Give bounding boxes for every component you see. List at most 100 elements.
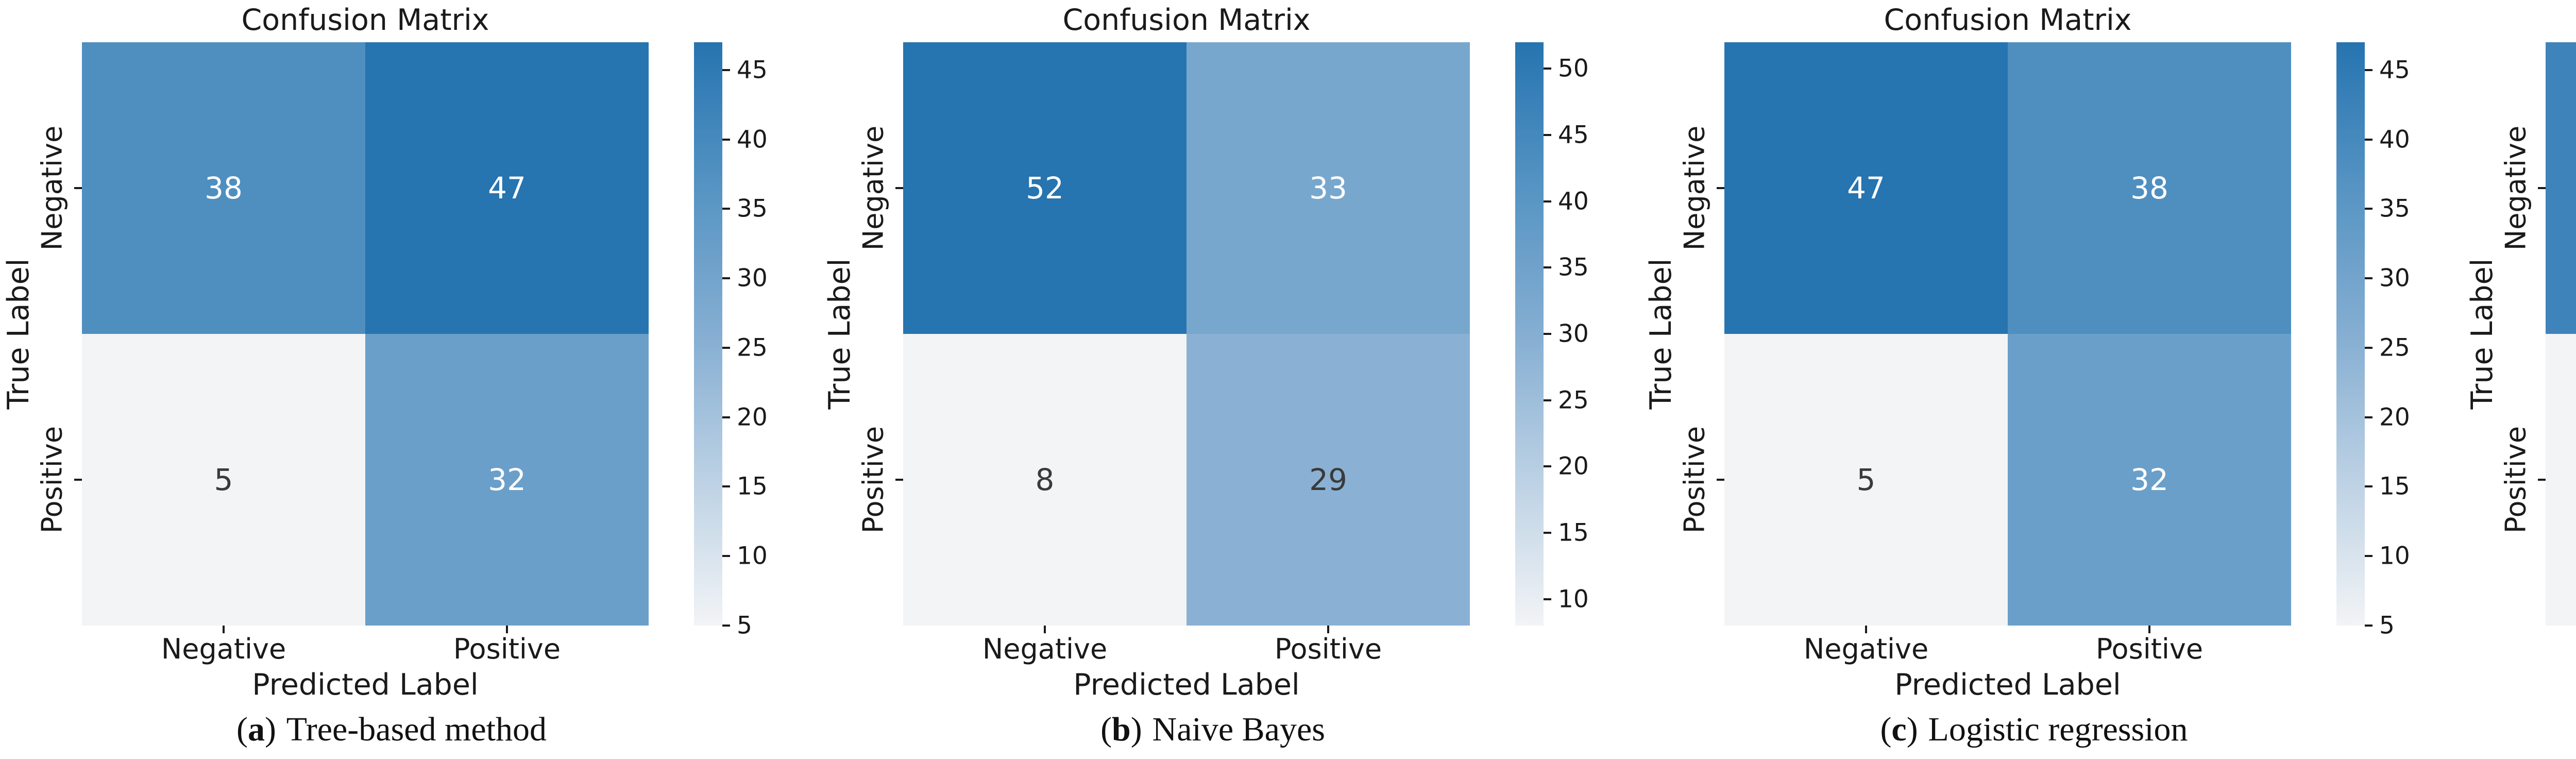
colorbar-tick-label: 50	[1558, 54, 1589, 83]
matrix-cell-r0c1: 33	[1187, 42, 1470, 334]
colorbar	[1515, 42, 1544, 626]
colorbar-tick-label: 20	[2379, 403, 2410, 432]
caption-paren-close: )	[1130, 711, 1142, 748]
y-axis-label: True Label	[823, 258, 857, 410]
colorbar-tick-label: 25	[2379, 333, 2410, 362]
colorbar-tick-label: 30	[737, 264, 768, 293]
caption-text: Logistic regression	[1928, 711, 2188, 748]
colorbar-tick-mark	[2365, 416, 2372, 418]
chart-title: Confusion Matrix	[1884, 3, 2132, 37]
matrix-cell-r0c0: 47	[1724, 42, 2008, 334]
colorbar-tick-mark	[722, 69, 730, 71]
caption: (d)Voting classifier	[2495, 710, 2576, 749]
colorbar-tick-label: 35	[2379, 194, 2410, 223]
matrix-cell-r0c1: 38	[2008, 42, 2291, 334]
matrix-cell-r1c1: 32	[365, 334, 649, 626]
caption: (b) Naive Bayes	[852, 710, 1573, 749]
colorbar-tick-mark	[2365, 208, 2372, 210]
y-tick-mark	[1717, 187, 1724, 189]
matrix-cell-r0c1: 47	[365, 42, 649, 334]
caption-paren-open: (	[1100, 711, 1112, 748]
x-tick-label-positive: Positive	[1274, 633, 1382, 665]
x-tick-mark	[223, 626, 225, 633]
x-tick-label-negative: Negative	[982, 633, 1108, 665]
heatmap-matrix: 52 33 8 29	[903, 42, 1470, 626]
x-axis-label: Predicted Label	[2546, 668, 2576, 702]
cell-value: 33	[1309, 171, 1347, 206]
cell-value: 8	[1035, 462, 1055, 497]
colorbar-tick-label: 40	[1558, 187, 1589, 216]
colorbar-tick-label: 5	[2379, 611, 2395, 640]
colorbar-tick-mark	[722, 416, 730, 418]
colorbar-tick-label: 25	[1558, 386, 1589, 415]
x-tick-mark	[1044, 626, 1046, 633]
colorbar-tick-label: 10	[2379, 542, 2410, 570]
x-tick-label-negative: Negative	[161, 633, 286, 665]
matrix-cell-r1c0: 5	[82, 334, 365, 626]
caption-paren-open: (	[236, 711, 248, 748]
colorbar-tick-mark	[1544, 399, 1551, 401]
matrix-cell-r1c0: 8	[903, 334, 1187, 626]
caption-paren-open: (	[1880, 711, 1892, 748]
y-tick-label-negative: Negative	[36, 125, 69, 251]
colorbar-tick-label: 20	[737, 403, 768, 432]
heatmap-matrix: 38 47 5 32	[82, 42, 649, 626]
matrix-cell-r0c0: 40	[2546, 42, 2576, 334]
colorbar-tick-label: 30	[1558, 319, 1589, 348]
y-tick-mark	[895, 479, 903, 481]
matrix-cell-r0c0: 38	[82, 42, 365, 334]
colorbar-tick-mark	[1544, 598, 1551, 600]
colorbar-tick-mark	[2365, 485, 2372, 488]
colorbar-tick-label: 10	[737, 542, 768, 570]
x-tick-label-negative: Negative	[1803, 633, 1929, 665]
cell-value: 29	[1309, 462, 1347, 497]
y-tick-label-positive: Positive	[2499, 426, 2532, 534]
caption-text: Naive Bayes	[1152, 711, 1325, 748]
y-tick-label-positive: Positive	[1678, 426, 1711, 534]
x-tick-mark	[1865, 626, 1867, 633]
cell-value: 5	[1856, 462, 1876, 497]
caption-letter: a	[247, 711, 265, 748]
y-tick-label-negative: Negative	[857, 125, 890, 251]
cell-value: 38	[2130, 171, 2168, 206]
y-tick-mark	[2538, 187, 2546, 189]
x-tick-mark	[1327, 626, 1329, 633]
y-tick-label-positive: Positive	[36, 426, 69, 534]
y-axis-label: True Label	[1644, 258, 1678, 410]
colorbar-tick-label: 30	[2379, 264, 2410, 293]
cell-value: 47	[1847, 171, 1885, 206]
cell-value: 47	[488, 171, 526, 206]
colorbar-tick-label: 25	[737, 333, 768, 362]
colorbar-tick-mark	[1544, 333, 1551, 335]
colorbar-tick-label: 15	[2379, 472, 2410, 501]
caption-letter: b	[1112, 711, 1131, 748]
colorbar-tick-label: 15	[1558, 518, 1589, 547]
colorbar-tick-label: 40	[737, 125, 768, 154]
y-tick-label-negative: Negative	[2499, 125, 2532, 251]
x-axis-label: Predicted Label	[1894, 668, 2121, 702]
colorbar-tick-label: 15	[737, 472, 768, 501]
cell-value: 32	[2130, 462, 2168, 497]
chart-title: Confusion Matrix	[241, 3, 489, 37]
colorbar-tick-mark	[722, 138, 730, 141]
caption-paren-close: )	[1906, 711, 1918, 748]
colorbar-tick-mark	[722, 277, 730, 280]
colorbar-tick-mark	[722, 555, 730, 558]
colorbar-tick-mark	[1544, 68, 1551, 70]
matrix-cell-r1c1: 32	[2008, 334, 2291, 626]
colorbar-tick-mark	[2365, 555, 2372, 558]
x-tick-label-positive: Positive	[453, 633, 561, 665]
caption: (c) Logistic regression	[1673, 710, 2395, 749]
colorbar-tick-mark	[2365, 69, 2372, 71]
y-tick-mark	[74, 479, 82, 481]
colorbar-tick-mark	[722, 485, 730, 488]
colorbar-tick-mark	[722, 346, 730, 349]
colorbar-tick-mark	[722, 208, 730, 210]
colorbar-tick-label: 45	[1558, 121, 1589, 149]
panel-c: Confusion Matrix True Label Negative Positi…	[1642, 0, 2464, 759]
colorbar-tick-mark	[1544, 266, 1551, 269]
cell-value: 52	[1026, 171, 1064, 206]
heatmap-matrix: 4045532	[2546, 42, 2576, 626]
colorbar-tick-mark	[2365, 138, 2372, 141]
